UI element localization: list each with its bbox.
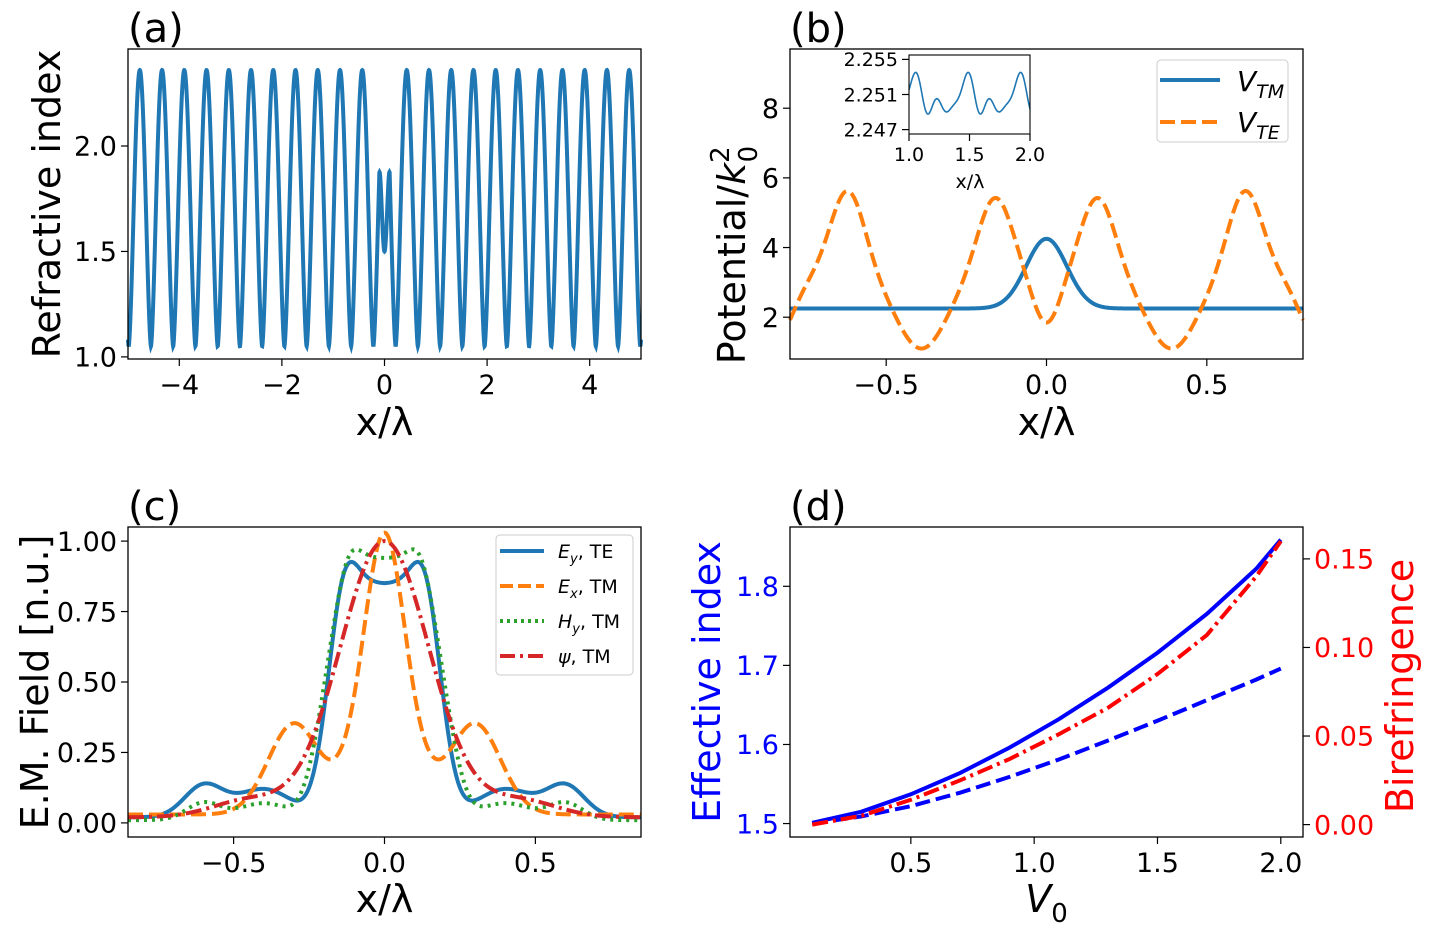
inset-ytick-label: 2.251 (844, 84, 898, 106)
panel-c-series (127, 530, 642, 823)
panel-c-ytick-label: 1.00 (57, 527, 117, 558)
panel-c-ticks: −0.5 0.0 0.5 0.00 0.25 0.50 0.75 1.00 (57, 527, 557, 879)
legend-label-vtm: VTM (1237, 65, 1284, 103)
panel-d-left-ytick-label: 1.8 (736, 572, 779, 603)
panel-d-xtick-label: 1.5 (1136, 848, 1179, 879)
legend-label-vte: VTE (1237, 106, 1280, 144)
panel-d-label: (d) (790, 484, 847, 530)
panel-d-left-ytick-label: 1.5 (736, 809, 779, 840)
panel-c-ex-tm-line (128, 530, 641, 817)
panel-a-index-line (126, 67, 643, 355)
panel-a-xtick-label: −2 (262, 370, 302, 401)
panel-d-ylabel-right: Birefringence (1378, 559, 1422, 813)
panel-b-xtick-label: −0.5 (853, 370, 919, 401)
panel-b-ytick-label: 2 (762, 303, 779, 334)
inset-series (908, 71, 1031, 115)
panel-b-ytick-label: 8 (762, 94, 779, 125)
panel-a-xtick-label: 0 (376, 370, 393, 401)
panel-a-xtick-label: 4 (581, 370, 598, 401)
inset-xtick-label: 2.0 (1015, 144, 1045, 166)
panel-d-xtick-label: 0.5 (889, 848, 932, 879)
legend-label-psi-tm: ψ, TM (558, 646, 611, 668)
panel-c-ytick-label: 0.75 (57, 597, 117, 628)
panel-d-xtick-label: 1.0 (1013, 848, 1056, 879)
panel-b-vte-line (788, 188, 1305, 351)
panel-b-inset: 1.0 1.5 2.0 2.247 2.251 2.255 x/λ (844, 49, 1046, 193)
panel-c-xlabel: x/λ (356, 877, 414, 921)
panel-d-right-ytick-label: 0.00 (1314, 810, 1374, 841)
panel-b-vtm-line (790, 236, 1303, 311)
panel-b-xtick-label: 0.0 (1025, 370, 1068, 401)
panel-b-series (788, 188, 1305, 351)
panel-a-ytick-label: 1.0 (74, 343, 117, 374)
panel-a-ticks: −4 −2 0 2 4 1.0 1.5 2.0 (74, 132, 598, 401)
panel-a-xtick-label: −4 (159, 370, 199, 401)
inset-line (908, 71, 1031, 115)
panel-d-ylabel-left: Effective index (685, 541, 729, 823)
panel-a-xlabel: x/λ (356, 400, 414, 444)
panel-d-xlabel: V0 (1025, 877, 1068, 929)
panel-a: (a) −4 −2 0 2 4 1.0 1.5 2.0 x/λ Refractive inde… (25, 6, 643, 444)
panel-c-ytick-label: 0.50 (57, 668, 117, 699)
panel-b-legend: VTM VTE (1156, 59, 1289, 144)
panel-c-ytick-label: 0.25 (57, 738, 117, 769)
panel-c-hy-tm-line (128, 547, 641, 823)
panel-a-xtick-label: 2 (479, 370, 496, 401)
legend-label-ex-tm: Ex, TM (558, 576, 618, 602)
panel-b-xlabel: x/λ (1018, 400, 1076, 444)
panel-c-xtick-label: 0.5 (514, 848, 557, 879)
panel-d-xtick-label: 2.0 (1259, 848, 1302, 879)
panel-b-ytick-label: 4 (762, 233, 779, 264)
panel-d-birefringence-line (811, 540, 1283, 827)
panel-c: (c) −0.5 0.0 0.5 0.00 0.25 0.50 0.75 1.00 x/λ E… (13, 484, 642, 921)
panel-a-ytick-label: 2.0 (74, 132, 117, 163)
panel-c-psi-tm-line (127, 539, 642, 820)
panel-b-xtick-label: 0.5 (1185, 370, 1228, 401)
panel-d-ticks: 0.5 1.0 1.5 2.0 1.5 1.6 1.7 1.8 0.00 0.05 0.10 0.15 (736, 545, 1374, 879)
inset-ytick-label: 2.255 (844, 49, 898, 71)
legend-label-hy-tm: Hy, TM (558, 611, 620, 637)
panel-c-xtick-label: 0.0 (363, 848, 406, 879)
panel-b-ticks: −0.5 0.0 0.5 2 4 6 8 (762, 94, 1228, 401)
panel-d-left-ytick-label: 1.6 (736, 730, 779, 761)
inset-xtick-label: 1.5 (954, 144, 984, 166)
panel-c-ey-te-line (128, 559, 641, 820)
panel-c-legend: Ey, TE Ex, TM Hy, TM ψ, TM (495, 534, 634, 676)
inset-ticks: 1.0 1.5 2.0 2.247 2.251 2.255 (844, 49, 1046, 166)
panel-d-neff-solid-line (811, 538, 1283, 825)
panel-d-left-ytick-label: 1.7 (736, 651, 779, 682)
panel-d-series (811, 538, 1283, 827)
panel-d: (d) 0.5 1.0 1.5 2.0 1.5 1.6 1.7 1.8 0.00 0.05 0.10… (685, 484, 1422, 929)
inset-xlabel: x/λ (956, 171, 985, 193)
panel-b-ylabel: Potential/k20 (706, 146, 764, 364)
panel-c-xtick-label: −0.5 (201, 848, 267, 879)
inset-ytick-label: 2.247 (844, 119, 898, 141)
panel-d-right-ytick-label: 0.05 (1314, 722, 1374, 753)
panel-d-frame (789, 526, 1304, 838)
panel-d-right-ytick-label: 0.15 (1314, 545, 1374, 576)
panel-a-ytick-label: 1.5 (74, 237, 117, 268)
panel-a-label: (a) (128, 6, 184, 52)
panel-c-ytick-label: 0.00 (57, 809, 117, 840)
panel-a-series (126, 67, 643, 355)
panel-b-label: (b) (790, 6, 847, 52)
panel-c-ylabel: E.M. Field [n.u.] (13, 535, 57, 830)
panel-c-label: (c) (128, 484, 181, 530)
inset-xtick-label: 1.0 (894, 144, 924, 166)
panel-d-neff-dashed-line (811, 666, 1282, 826)
panel-b-ytick-label: 6 (762, 164, 779, 195)
panel-d-right-ytick-label: 0.10 (1314, 633, 1374, 664)
panel-b: (b) −0.5 0.0 0.5 2 4 6 8 x/λ Potential/k20 VTM… (706, 6, 1305, 444)
panel-a-ylabel: Refractive index (25, 50, 69, 359)
legend-label-ey-te: Ey, TE (558, 541, 613, 567)
